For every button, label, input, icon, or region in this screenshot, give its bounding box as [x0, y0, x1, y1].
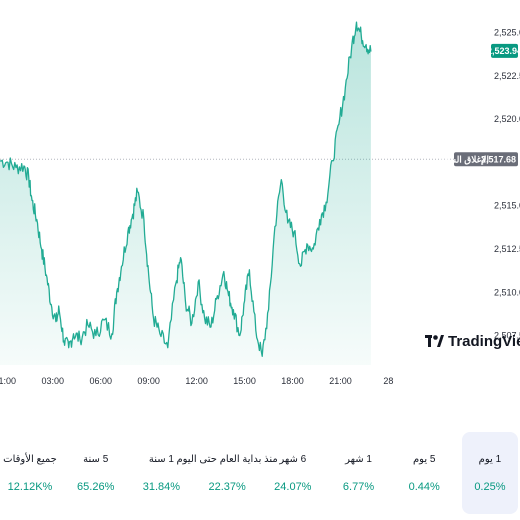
x-tick-label: 15:00	[233, 376, 256, 386]
y-tick-label: 2,510.00	[494, 287, 520, 297]
period-label: 5 يوم	[412, 453, 436, 465]
period-label: 1 شهر	[345, 453, 372, 465]
period-label: جميع الأوقات	[3, 453, 57, 465]
period-label: 5 سنة	[83, 453, 109, 465]
period-change-value: 12.12K%	[7, 480, 53, 493]
price-area	[0, 22, 371, 365]
x-tick-label: 12:00	[185, 376, 208, 386]
x-tick-label: 06:00	[89, 376, 112, 386]
x-tick-label: 18:00	[281, 376, 304, 386]
y-axis: 2,525.00 2,522.50 2,520.00 2,515.00 2,512.50…	[494, 28, 520, 341]
tradingview-watermark: TradingView	[425, 333, 520, 350]
period-label: 1 سنة	[148, 453, 174, 465]
y-tick-label: 2,522.50	[494, 71, 520, 81]
period-change-value: 22.37%	[208, 480, 246, 493]
x-tick-label: 03:00	[41, 376, 64, 386]
previous-close-label: الإغلاق السابق	[436, 154, 489, 165]
price-line	[0, 21, 372, 357]
x-tick-label: 09:00	[137, 376, 160, 386]
tradingview-logo-icon	[425, 335, 444, 347]
period-tab[interactable]: 1 يوم 0.25%	[461, 432, 518, 514]
period-selector: 1 يوم 0.25% 5 يوم 0.44% 1 شهر 6.77% 6 شهر 24.07…	[0, 432, 520, 520]
period-change-value: 31.84%	[142, 480, 181, 493]
previous-close-value: 2,517.68	[481, 154, 516, 164]
period-tab[interactable]: جميع الأوقات 12.12K%	[2, 432, 58, 514]
y-tick-label: 2,512.50	[494, 244, 520, 254]
x-tick-label: 21:00	[0, 376, 16, 386]
x-tick-label: 21:00	[329, 376, 352, 386]
svg-text:2,523.94: 2,523.94	[487, 46, 520, 56]
y-tick-label: 2,515.00	[494, 201, 520, 211]
period-label: 6 شهر	[279, 453, 307, 465]
x-tick-label: 28	[383, 376, 393, 386]
period-tab[interactable]: 1 سنة 31.84%	[133, 432, 189, 514]
period-tab[interactable]: منذ بداية العام حتى اليوم 22.37%	[176, 432, 277, 514]
period-tab[interactable]: 1 شهر 6.77%	[331, 432, 387, 514]
period-change-value: 0.44%	[408, 480, 440, 493]
period-label: 1 يوم	[478, 453, 502, 465]
period-tab[interactable]: 5 سنة 65.26%	[68, 432, 124, 514]
x-axis: 21:00 03:00 06:00 09:00 12:00 15:00 18:00 21:00…	[0, 376, 393, 386]
period-change-value: 0.25%	[474, 480, 506, 493]
y-tick-label: 2,525.00	[494, 28, 520, 38]
period-change-value: 65.26%	[77, 480, 115, 493]
period-tab[interactable]: 6 شهر 24.07%	[265, 432, 321, 514]
period-label: منذ بداية العام حتى اليوم	[176, 453, 278, 465]
watermark-text: TradingView	[448, 333, 520, 350]
period-tab[interactable]: 5 يوم 0.44%	[396, 432, 452, 514]
price-chart[interactable]: 2,525.00 2,522.50 2,520.00 2,515.00 2,512.50…	[0, 0, 520, 395]
period-change-value: 6.77%	[342, 480, 375, 493]
y-tick-label: 2,520.00	[494, 114, 520, 124]
last-price-badge: 2,523.94	[487, 43, 520, 58]
y-tick-label: 2,507.50	[494, 331, 520, 341]
period-change-value: 24.07%	[274, 480, 312, 493]
